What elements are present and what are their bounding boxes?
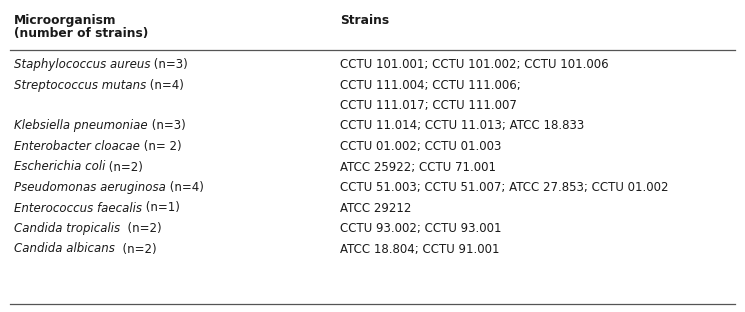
Text: CCTU 111.017; CCTU 111.007: CCTU 111.017; CCTU 111.007 [340, 99, 517, 112]
Text: (n= 2): (n= 2) [140, 140, 182, 153]
Text: Enterococcus faecalis: Enterococcus faecalis [14, 202, 142, 215]
Text: Strains: Strains [340, 14, 389, 27]
Text: CCTU 111.004; CCTU 111.006;: CCTU 111.004; CCTU 111.006; [340, 79, 521, 91]
Text: ATCC 18.804; CCTU 91.001: ATCC 18.804; CCTU 91.001 [340, 242, 499, 256]
Text: (n=3): (n=3) [150, 58, 188, 71]
Text: (number of strains): (number of strains) [14, 27, 148, 40]
Text: ATCC 25922; CCTU 71.001: ATCC 25922; CCTU 71.001 [340, 160, 496, 173]
Text: Staphylococcus aureus: Staphylococcus aureus [14, 58, 150, 71]
Text: Candida tropicalis: Candida tropicalis [14, 222, 120, 235]
Text: Microorganism: Microorganism [14, 14, 116, 27]
Text: (n=2): (n=2) [120, 222, 162, 235]
Text: Candida albicans: Candida albicans [14, 242, 115, 256]
Text: Klebsiella pneumoniae: Klebsiella pneumoniae [14, 119, 148, 133]
Text: CCTU 01.002; CCTU 01.003: CCTU 01.002; CCTU 01.003 [340, 140, 501, 153]
Text: CCTU 93.002; CCTU 93.001: CCTU 93.002; CCTU 93.001 [340, 222, 501, 235]
Text: (n=2): (n=2) [105, 160, 143, 173]
Text: Streptococcus mutans: Streptococcus mutans [14, 79, 146, 91]
Text: (n=4): (n=4) [166, 181, 203, 194]
Text: CCTU 101.001; CCTU 101.002; CCTU 101.006: CCTU 101.001; CCTU 101.002; CCTU 101.006 [340, 58, 609, 71]
Text: Escherichia coli: Escherichia coli [14, 160, 105, 173]
Text: (n=4): (n=4) [146, 79, 184, 91]
Text: CCTU 11.014; CCTU 11.013; ATCC 18.833: CCTU 11.014; CCTU 11.013; ATCC 18.833 [340, 119, 584, 133]
Text: (n=3): (n=3) [148, 119, 186, 133]
Text: (n=2): (n=2) [115, 242, 156, 256]
Text: Pseudomonas aeruginosa: Pseudomonas aeruginosa [14, 181, 166, 194]
Text: (n=1): (n=1) [142, 202, 180, 215]
Text: ATCC 29212: ATCC 29212 [340, 202, 411, 215]
Text: CCTU 51.003; CCTU 51.007; ATCC 27.853; CCTU 01.002: CCTU 51.003; CCTU 51.007; ATCC 27.853; C… [340, 181, 668, 194]
Text: Enterobacter cloacae: Enterobacter cloacae [14, 140, 140, 153]
